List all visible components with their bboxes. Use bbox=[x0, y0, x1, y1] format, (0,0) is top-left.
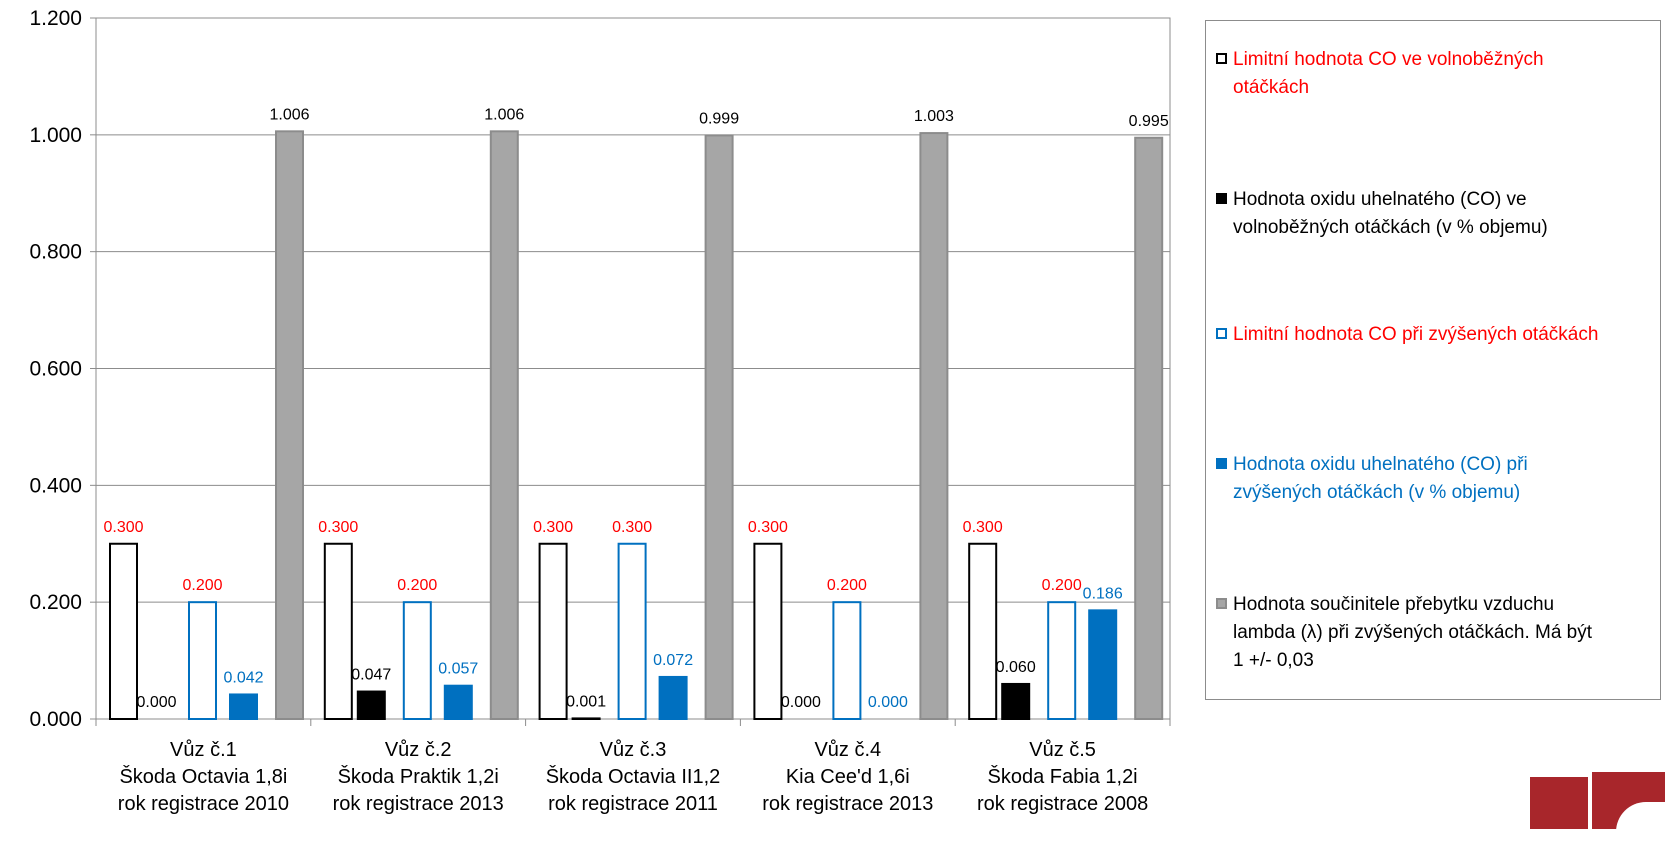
legend-label: Hodnota oxidu uhelnatého (CO) při bbox=[1216, 451, 1656, 479]
bar-s2-c5 bbox=[1001, 682, 1031, 721]
y-tick-label: 0.200 bbox=[29, 591, 82, 614]
bar-s5-c1 bbox=[275, 130, 304, 721]
data-label: 0.300 bbox=[103, 519, 143, 536]
logo bbox=[1530, 772, 1665, 842]
bar-s1-c4 bbox=[753, 542, 783, 720]
y-tick-label: 0.600 bbox=[29, 358, 82, 381]
data-label: 0.042 bbox=[223, 669, 263, 686]
data-label: 0.200 bbox=[182, 577, 222, 594]
bar-s3-c1 bbox=[188, 601, 217, 721]
data-label: 0.300 bbox=[318, 519, 358, 536]
legend-item: Hodnota součinitele přebytku vzduchu lamb… bbox=[1216, 591, 1656, 675]
x-category-label: rok registrace 2013 bbox=[762, 793, 933, 815]
bar-s2-c2 bbox=[356, 690, 386, 721]
legend-label: lambda (λ) při zvýšených otáčkách. Má bý… bbox=[1233, 622, 1593, 643]
x-category-label: Škoda Octavia II1,2 bbox=[546, 765, 721, 788]
legend-item: Limitní hodnota CO při zvýšených otáčkác… bbox=[1216, 321, 1656, 349]
legend-swatch bbox=[1216, 598, 1227, 609]
data-label: 0.000 bbox=[136, 694, 176, 711]
data-label: 0.186 bbox=[1083, 585, 1123, 602]
x-category-label: Škoda Octavia 1,8i bbox=[119, 765, 287, 788]
data-label: 0.300 bbox=[612, 519, 652, 536]
data-label: 1.003 bbox=[914, 108, 954, 125]
bar-s4-c3 bbox=[658, 675, 688, 721]
x-category-label: Vůz č.5 bbox=[1029, 739, 1096, 761]
data-label: 0.300 bbox=[533, 519, 573, 536]
bar-s1-c2 bbox=[323, 542, 353, 720]
bar-s1-c5 bbox=[968, 542, 998, 720]
legend-label: volnoběžných otáčkách (v % objemu) bbox=[1233, 217, 1548, 238]
legend-label: Limitní hodnota CO ve volnoběžných bbox=[1216, 46, 1656, 74]
bar-s2-c3 bbox=[571, 717, 601, 720]
data-label: 0.200 bbox=[1042, 577, 1082, 594]
bar-s1-c3 bbox=[538, 542, 568, 720]
y-tick-label: 0.400 bbox=[29, 474, 82, 497]
data-label: 0.072 bbox=[653, 652, 693, 669]
legend-swatch bbox=[1216, 458, 1227, 469]
legend-label: Limitní hodnota CO při zvýšených otáčkác… bbox=[1216, 321, 1656, 349]
bar-s5-c4 bbox=[919, 132, 949, 721]
legend-item: Limitní hodnota CO ve volnoběžných otáčká… bbox=[1216, 46, 1656, 102]
y-tick-label: 1.200 bbox=[29, 7, 82, 30]
data-label: 0.000 bbox=[868, 694, 908, 711]
bar-s5-c2 bbox=[489, 130, 519, 721]
data-label: 1.006 bbox=[484, 106, 524, 123]
x-category-label: rok registrace 2008 bbox=[977, 793, 1148, 815]
x-category-label: rok registrace 2010 bbox=[118, 793, 289, 815]
legend-swatch bbox=[1216, 193, 1227, 204]
data-label: 0.200 bbox=[827, 577, 867, 594]
data-label: 0.001 bbox=[566, 693, 606, 710]
bar-s5-c5 bbox=[1134, 136, 1164, 721]
legend-swatch bbox=[1216, 328, 1227, 339]
x-category-label: Vůz č.4 bbox=[814, 739, 881, 761]
data-label: 0.995 bbox=[1129, 113, 1169, 130]
x-category-label: rok registrace 2011 bbox=[548, 793, 718, 815]
data-label: 1.006 bbox=[269, 106, 309, 123]
x-category-label: Vůz č.2 bbox=[385, 739, 452, 761]
data-label: 0.060 bbox=[996, 659, 1036, 676]
y-tick-label: 0.800 bbox=[29, 241, 82, 264]
bar-s3-c3 bbox=[617, 542, 647, 720]
data-label: 0.300 bbox=[963, 519, 1003, 536]
chart-legend: Limitní hodnota CO ve volnoběžných otáčká… bbox=[1205, 20, 1661, 700]
bar-s4-c2 bbox=[443, 684, 473, 721]
bar-s3-c2 bbox=[402, 601, 432, 721]
bar-s5-c3 bbox=[704, 134, 734, 721]
x-category-label: rok registrace 2013 bbox=[333, 793, 504, 815]
y-tick-label: 0.000 bbox=[29, 708, 82, 731]
legend-swatch bbox=[1216, 53, 1227, 64]
x-category-label: Kia Cee'd 1,6i bbox=[786, 766, 910, 788]
data-label: 0.200 bbox=[397, 577, 437, 594]
data-label: 0.999 bbox=[699, 110, 739, 127]
legend-label: 1 +/- 0,03 bbox=[1233, 650, 1314, 671]
bar-s3-c5 bbox=[1047, 601, 1077, 721]
bar-s3-c4 bbox=[832, 601, 862, 721]
x-category-label: Vůz č.1 bbox=[170, 739, 237, 761]
data-label: 0.000 bbox=[781, 694, 821, 711]
legend-label: zvýšených otáčkách (v % objemu) bbox=[1233, 482, 1521, 503]
data-label: 0.047 bbox=[351, 667, 391, 684]
bar-s1-c1 bbox=[109, 542, 138, 720]
bar-s4-c1 bbox=[229, 693, 258, 721]
legend-label: Hodnota oxidu uhelnatého (CO) ve bbox=[1216, 186, 1656, 214]
legend-label: Hodnota součinitele přebytku vzduchu bbox=[1216, 591, 1656, 619]
x-category-label: Škoda Praktik 1,2i bbox=[338, 765, 499, 788]
y-tick-label: 1.000 bbox=[29, 124, 82, 147]
legend-item: Hodnota oxidu uhelnatého (CO) při zvýšený… bbox=[1216, 451, 1656, 507]
x-category-label: Škoda Fabia 1,2i bbox=[988, 765, 1138, 788]
data-label: 0.057 bbox=[438, 661, 478, 678]
x-category-label: Vůz č.3 bbox=[600, 739, 667, 761]
legend-item: Hodnota oxidu uhelnatého (CO) ve volnoběž… bbox=[1216, 186, 1656, 242]
bar-s4-c5 bbox=[1088, 609, 1118, 720]
data-label: 0.300 bbox=[748, 519, 788, 536]
legend-label: otáčkách bbox=[1233, 77, 1310, 98]
